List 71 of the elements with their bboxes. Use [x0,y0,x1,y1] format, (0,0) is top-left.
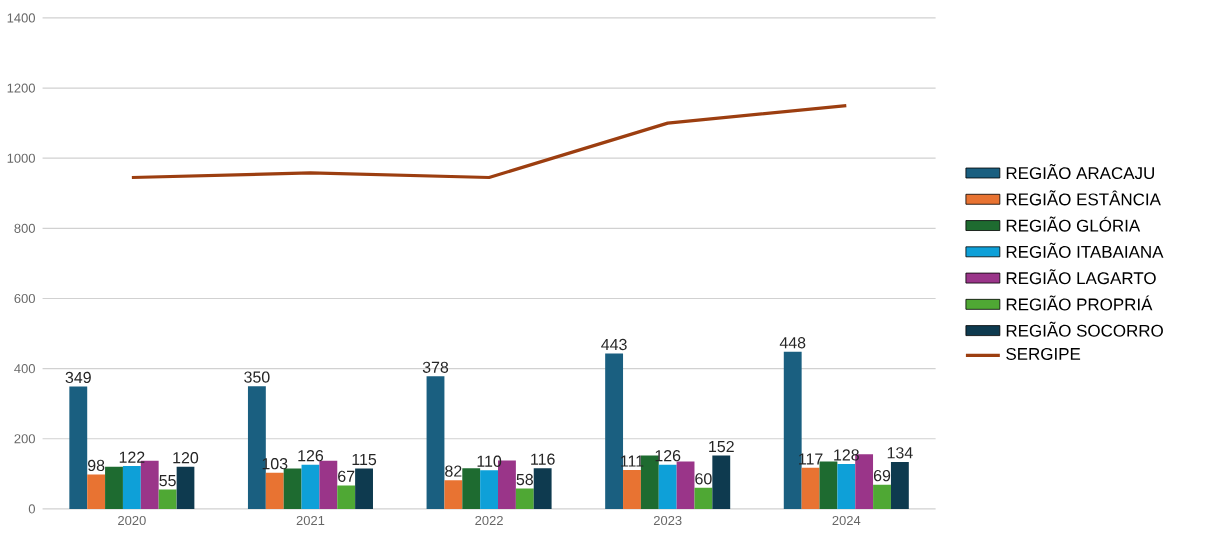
legend-label: REGIÃO PROPRIÁ [1006,295,1153,311]
bar [444,480,463,509]
bar [801,467,820,509]
y-tick-label: 200 [14,434,35,444]
bar [712,455,731,509]
legend-label: SERGIPE [1006,348,1081,361]
bar [265,472,284,509]
y-tick-label: 1000 [7,153,35,163]
data-label: 443 [601,338,627,351]
legend-label: REGIÃO ITABAIANA [1006,242,1164,258]
y-tick-label: 0 [28,504,35,514]
data-label: 126 [655,450,681,462]
data-label: 115 [352,454,377,466]
bar [105,466,123,509]
y-tick-label: 1400 [7,13,35,23]
bar [122,466,141,509]
legend-label: REGIÃO SOCORRO [1006,321,1163,337]
legend-label: REGIÃO GLÓRIA [1006,216,1141,232]
bar [623,470,641,509]
y-tick-label: 800 [14,223,35,234]
legend-label: REGIÃO ESTÂNCIA [1006,190,1161,206]
legend-label: REGIÃO LAGARTO [1006,269,1156,285]
legend-label: REGIÃO ARACAJU [1006,164,1154,180]
y-tick-label: 600 [14,293,35,304]
data-label: 349 [65,371,91,384]
data-label: 67 [338,470,355,483]
bar [837,464,856,509]
data-label: 152 [709,440,734,453]
bar [462,468,481,509]
data-label: 134 [887,447,913,459]
data-label: 378 [422,361,449,374]
data-label: 116 [531,453,555,465]
bar [319,460,338,509]
data-label: 126 [298,450,324,462]
bar [873,484,891,509]
bar [676,461,695,509]
bar [533,468,552,509]
data-label: 122 [119,451,145,463]
bar [515,488,534,509]
x-tick-label: 2024 [832,516,861,526]
data-label: 82 [445,465,462,477]
data-label: 60 [695,473,712,485]
data-label: 128 [834,449,859,461]
bar [890,461,909,509]
data-label: 98 [88,459,105,472]
bar [87,474,106,509]
data-label: 350 [244,371,270,383]
bar [694,487,713,509]
bar [355,468,373,509]
y-tick-label: 400 [14,364,35,374]
data-label: 110 [477,455,502,467]
x-tick-label: 2022 [475,516,503,526]
bar [301,464,320,509]
bar [337,485,356,509]
x-tick-label: 2020 [118,516,146,526]
bar [658,464,677,509]
y-tick-label: 1200 [7,83,35,93]
data-label: 448 [779,337,806,349]
x-tick-label: 2021 [296,516,325,526]
data-label: 55 [159,475,176,487]
bar [426,376,445,509]
bar [176,466,195,509]
line-series [130,104,848,180]
bar [480,470,499,509]
bar [69,386,88,509]
bar [158,489,177,509]
data-label: 120 [173,452,199,464]
data-label: 69 [873,470,891,482]
data-label: 58 [516,473,533,486]
x-tick-label: 2023 [653,516,682,526]
bar [283,468,302,509]
